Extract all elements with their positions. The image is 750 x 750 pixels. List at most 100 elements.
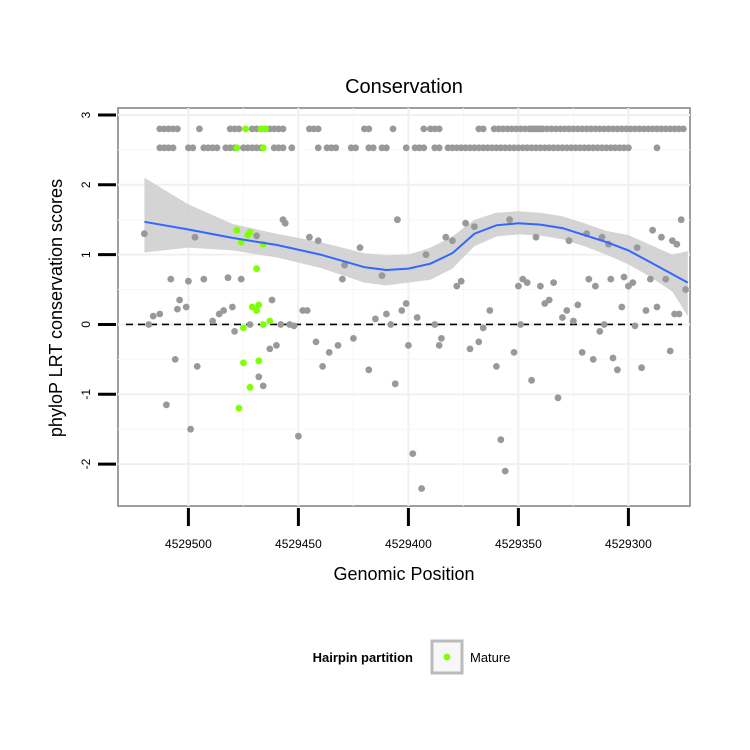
- point-other-96: [279, 144, 287, 152]
- point-other-26: [435, 125, 443, 133]
- point-other-232: [497, 436, 505, 444]
- point-other-235: [510, 349, 518, 356]
- point-other-240: [528, 376, 535, 384]
- point-other-19: [314, 125, 322, 133]
- point-other-108: [402, 144, 410, 152]
- points-layer: [141, 125, 689, 492]
- point-other-268: [631, 322, 639, 330]
- point-mature-11: [248, 303, 256, 311]
- point-mature-18: [246, 383, 254, 391]
- point-mature-5: [233, 226, 241, 234]
- point-other-267: [629, 279, 637, 286]
- smooth-line-layer: [144, 220, 689, 284]
- point-other-97: [288, 144, 296, 152]
- point-other-226: [466, 345, 474, 353]
- y-tick-label-0: -2: [79, 458, 93, 469]
- point-other-246: [554, 394, 562, 402]
- point-other-281: [675, 310, 683, 318]
- point-other-169: [191, 233, 199, 241]
- point-mature-19: [255, 357, 263, 365]
- point-other-191: [295, 432, 302, 440]
- point-other-158: [145, 321, 153, 328]
- x-tick-label-1: 4529450: [275, 537, 322, 551]
- point-other-190: [290, 322, 298, 330]
- point-mature-14: [240, 324, 247, 332]
- y-tick-label-2: 0: [79, 321, 93, 328]
- point-other-159: [149, 312, 157, 320]
- point-other-259: [600, 321, 608, 328]
- point-other-262: [609, 354, 617, 362]
- point-other-72: [680, 125, 687, 133]
- y-axis: -2 -1 0 1 2 3: [79, 111, 116, 469]
- point-other-269: [633, 244, 641, 252]
- point-other-105: [369, 144, 377, 152]
- point-other-98: [314, 144, 322, 152]
- point-other-81: [189, 144, 197, 152]
- point-other-245: [550, 279, 557, 286]
- point-other-264: [618, 303, 626, 311]
- point-other-229: [479, 324, 487, 332]
- point-other-258: [598, 233, 606, 241]
- point-other-8: [235, 125, 243, 133]
- point-other-195: [312, 338, 320, 346]
- point-other-254: [585, 275, 593, 283]
- point-mature-8: [246, 228, 254, 236]
- point-other-228: [475, 338, 483, 346]
- point-other-209: [391, 380, 399, 388]
- point-mature-3: [233, 144, 241, 152]
- point-other-215: [413, 314, 421, 321]
- point-other-274: [653, 303, 661, 311]
- point-other-219: [435, 342, 443, 349]
- point-other-113: [435, 144, 443, 152]
- point-other-170: [193, 363, 201, 370]
- point-other-230: [486, 307, 494, 314]
- y-tick-label-4: 2: [79, 181, 93, 188]
- chart-title: Conservation: [345, 76, 463, 98]
- point-other-181: [255, 373, 263, 381]
- point-other-237: [517, 321, 524, 328]
- point-other-174: [220, 307, 228, 314]
- point-other-234: [506, 216, 513, 224]
- point-other-188: [281, 219, 289, 227]
- point-other-200: [339, 275, 346, 283]
- point-other-252: [578, 349, 586, 356]
- point-other-23: [420, 125, 428, 133]
- point-other-241: [532, 233, 540, 241]
- point-other-166: [182, 303, 190, 311]
- point-other-208: [387, 321, 395, 328]
- y-tick-label-3: 1: [79, 251, 93, 258]
- point-other-270: [638, 364, 645, 372]
- point-other-162: [167, 275, 175, 283]
- smooth-line: [144, 220, 689, 284]
- point-other-204: [365, 366, 373, 374]
- point-other-157: [141, 230, 148, 238]
- point-other-186: [277, 321, 285, 328]
- point-other-103: [352, 144, 359, 152]
- x-tick-label-3: 4529350: [495, 537, 542, 551]
- x-axis: 4529500 4529450 4529400 4529350 4529300: [165, 508, 652, 551]
- point-other-275: [658, 233, 665, 241]
- x-tick-label-2: 4529400: [385, 537, 432, 551]
- point-other-225: [462, 219, 469, 227]
- x-tick-label-4: 4529300: [605, 537, 652, 551]
- point-other-175: [224, 274, 232, 282]
- point-other-251: [574, 301, 582, 309]
- legend-label-mature: Mature: [470, 650, 510, 665]
- point-other-168: [187, 425, 195, 433]
- point-other-167: [185, 277, 192, 285]
- point-other-161: [163, 401, 170, 409]
- point-other-193: [303, 307, 311, 314]
- point-other-197: [319, 363, 326, 370]
- point-other-202: [350, 335, 357, 342]
- point-other-239: [523, 279, 531, 286]
- y-tick-label-1: -1: [79, 389, 93, 400]
- point-other-185: [273, 342, 280, 349]
- point-other-250: [570, 317, 577, 325]
- point-mature-4: [259, 144, 267, 152]
- point-other-233: [501, 467, 509, 475]
- point-mature-0: [242, 125, 250, 133]
- point-other-212: [402, 300, 410, 307]
- point-other-223: [453, 282, 461, 290]
- point-other-261: [607, 275, 615, 283]
- point-other-176: [229, 303, 236, 311]
